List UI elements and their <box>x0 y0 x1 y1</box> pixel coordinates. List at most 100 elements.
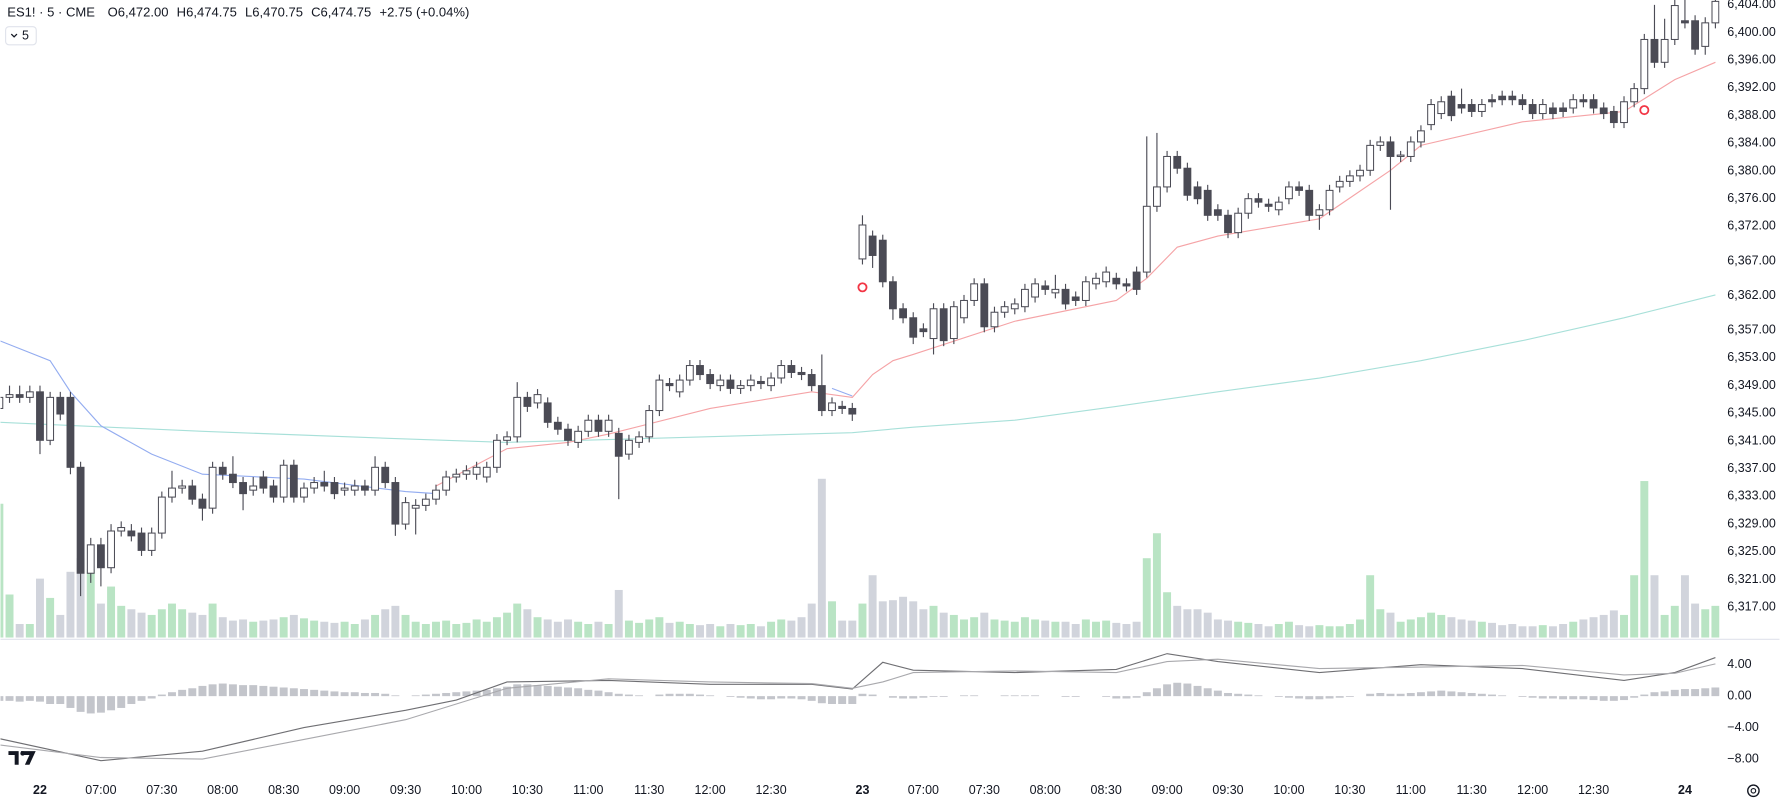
macd-histogram-bar <box>1620 696 1628 701</box>
candle-body <box>310 482 319 489</box>
candle-body <box>726 379 735 389</box>
macd-histogram-bar <box>848 696 857 705</box>
low-label: L <box>245 5 252 20</box>
candle-body <box>899 308 907 319</box>
macd-histogram-bar <box>503 686 512 697</box>
volume-bar <box>1183 609 1192 638</box>
macd-histogram-bar <box>858 693 867 697</box>
close-value: 6,474.75 <box>321 5 372 20</box>
macd-histogram-bar <box>807 696 816 701</box>
macd-histogram-bar <box>1335 696 1344 698</box>
x-tick-label: 11:30 <box>1457 783 1487 797</box>
candle-body <box>1559 107 1568 112</box>
macd-histogram-bar <box>289 688 298 697</box>
badge-box[interactable] <box>5 26 37 46</box>
macd-histogram-bar <box>1609 696 1618 701</box>
candle-body <box>1163 155 1171 188</box>
macd-histogram-bar <box>746 696 755 699</box>
candle-body <box>1193 186 1202 200</box>
candle-body <box>990 311 999 328</box>
candle-body <box>746 379 755 387</box>
volume-bar <box>675 621 684 638</box>
volume-bar <box>360 619 369 638</box>
logo-dot[interactable] <box>20 751 25 756</box>
volume-bar <box>1203 612 1212 638</box>
volume-bar <box>1335 626 1344 638</box>
volume-bar <box>66 571 75 638</box>
candle-body <box>1681 20 1689 24</box>
candle-body <box>340 487 349 491</box>
settings-button[interactable] <box>1747 784 1760 798</box>
macd-histogram-bar <box>411 695 420 697</box>
volume-bar <box>888 600 897 638</box>
candle-body <box>777 365 786 379</box>
macd-histogram-bar <box>1295 696 1304 699</box>
badge-text[interactable]: 5 <box>22 29 29 43</box>
gear-center[interactable] <box>1750 787 1757 794</box>
candle-body <box>472 466 481 475</box>
candle-body <box>1691 20 1700 50</box>
y-tick-label: 6,325.00 <box>1727 544 1776 558</box>
volume-bar <box>208 603 217 638</box>
gear-ring[interactable] <box>1747 784 1760 798</box>
volume-bar <box>523 609 532 638</box>
volume-bar <box>1163 592 1172 638</box>
candle-body <box>1386 141 1395 157</box>
macd-histogram-bar <box>1691 689 1700 697</box>
volume-bar <box>594 621 603 638</box>
candle-body <box>1356 169 1364 177</box>
candle-body <box>76 466 85 574</box>
volume-bar <box>665 622 674 638</box>
volume-bar <box>1548 626 1557 638</box>
candle-body <box>127 530 136 537</box>
logo[interactable] <box>8 751 36 765</box>
macd-histogram-bar <box>1254 695 1263 697</box>
volume-bar <box>655 617 664 638</box>
candle-body <box>878 239 887 283</box>
macd-histogram-bar <box>1498 695 1507 697</box>
candle-body <box>0 396 4 409</box>
candle-body <box>1609 110 1618 124</box>
volume-bar <box>330 622 339 638</box>
volume-bar <box>1284 621 1293 638</box>
volume-bar <box>137 612 146 638</box>
candle-body <box>949 306 958 340</box>
candle-body <box>1396 154 1405 157</box>
volume-bar <box>1142 558 1151 638</box>
low-value: 6,470.75 <box>252 5 303 20</box>
candle-body <box>289 464 298 498</box>
candle-body <box>1112 277 1121 285</box>
macd-histogram-bar <box>36 696 44 702</box>
macd-histogram-bar <box>1477 693 1486 697</box>
candle-body <box>1092 277 1100 285</box>
candle-body <box>939 308 948 342</box>
volume-bar <box>228 620 237 638</box>
macd-histogram-bar <box>655 694 664 697</box>
macd-histogram-bar <box>787 696 796 699</box>
candle-body <box>493 439 501 468</box>
badge-chevron[interactable] <box>10 33 18 38</box>
volume-bar <box>1711 605 1720 638</box>
volume-bar <box>1041 620 1050 638</box>
volume-bar <box>503 612 512 638</box>
x-tick-label: 09:00 <box>329 783 360 797</box>
macd-histogram-bar <box>1020 695 1029 697</box>
candle-body <box>249 485 258 491</box>
candle-body <box>1173 155 1182 169</box>
indicator-badge[interactable]: 5 <box>5 26 37 46</box>
volume-bar <box>1691 603 1700 638</box>
candle-body <box>828 402 836 412</box>
volume-bar <box>929 605 938 638</box>
logo-mark[interactable] <box>8 751 36 765</box>
macd-histogram-bar <box>492 688 501 697</box>
macd-histogram-bar <box>1559 696 1568 700</box>
volume-bar <box>1122 624 1131 638</box>
macd-histogram-bar <box>635 695 644 697</box>
macd-histogram-bar <box>1579 696 1588 700</box>
macd-histogram-bar <box>564 687 572 697</box>
volume-bar <box>381 609 390 638</box>
candle-body <box>1041 285 1050 290</box>
volume-bar <box>1244 622 1253 638</box>
volume-bar <box>828 601 836 638</box>
macd-histogram-bar <box>1437 690 1446 697</box>
